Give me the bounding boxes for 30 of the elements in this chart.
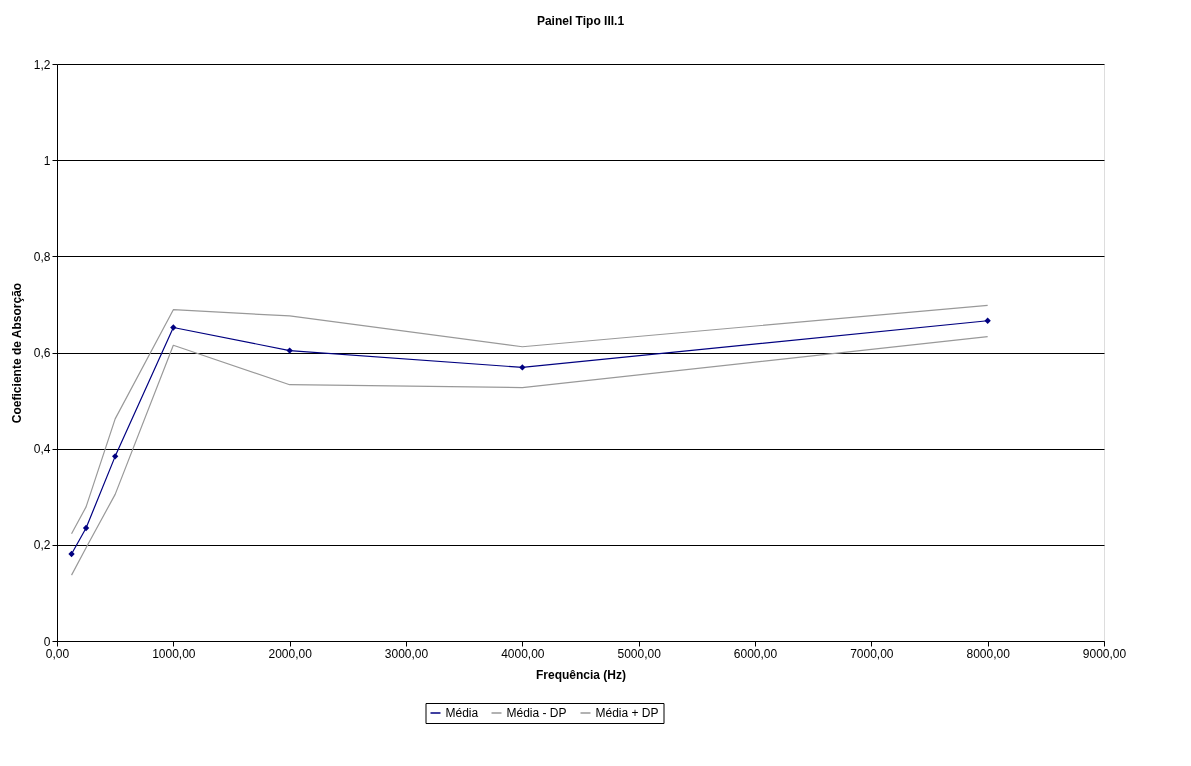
point bbox=[82, 524, 90, 532]
point bbox=[519, 364, 526, 371]
point bbox=[68, 550, 75, 558]
y-tick-label: 0 bbox=[43, 634, 51, 649]
point bbox=[170, 324, 177, 331]
point bbox=[984, 317, 991, 324]
x-tick-label: 2000,00 bbox=[268, 646, 313, 661]
legend-label: Média bbox=[445, 706, 479, 720]
x-tick-label: 8000,00 bbox=[966, 646, 1011, 661]
x-tick-label: 4000,00 bbox=[501, 646, 545, 661]
x-tick-label: 5000,00 bbox=[617, 646, 662, 661]
x-tick-label: 1000,00 bbox=[152, 646, 196, 661]
y-axis-title: Coeficiente de Absorção bbox=[9, 282, 24, 424]
y-tick-label: 1,2 bbox=[33, 57, 51, 72]
y-tick-label: 0,6 bbox=[33, 346, 51, 360]
x-tick-label: 6000,00 bbox=[733, 646, 778, 661]
y-tick-label: 0,4 bbox=[33, 442, 51, 457]
y-tick-label: 0,2 bbox=[33, 538, 51, 553]
x-tick-label: 3000,00 bbox=[384, 646, 429, 661]
point bbox=[112, 453, 119, 460]
y-tick-label: 1 bbox=[43, 153, 51, 168]
chart-title: Painel Tipo III.1 bbox=[536, 14, 625, 28]
point bbox=[286, 347, 293, 354]
legend-label: Média - DP bbox=[506, 706, 567, 720]
legend-label: Média + DP bbox=[595, 706, 659, 720]
x-axis-title: Frequência (Hz) bbox=[535, 667, 627, 682]
x-tick-label: 9000,00 bbox=[1082, 646, 1127, 661]
x-tick-label: 0,00 bbox=[45, 646, 70, 661]
x-tick-label: 7000,00 bbox=[850, 646, 894, 661]
y-tick-label: 0,8 bbox=[33, 249, 51, 264]
